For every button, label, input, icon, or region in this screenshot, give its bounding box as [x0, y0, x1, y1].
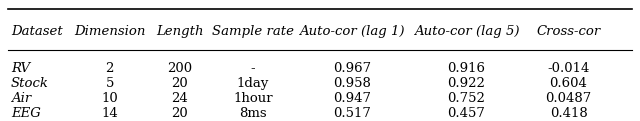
Text: Auto-cor (lag 5): Auto-cor (lag 5): [414, 25, 519, 38]
Text: 1hour: 1hour: [233, 92, 273, 105]
Text: 0.418: 0.418: [550, 107, 588, 120]
Text: 0.916: 0.916: [447, 62, 486, 75]
Text: Stock: Stock: [11, 77, 49, 90]
Text: Length: Length: [156, 25, 204, 38]
Text: 0.517: 0.517: [333, 107, 371, 120]
Text: EEG: EEG: [11, 107, 41, 120]
Text: 0.922: 0.922: [447, 77, 486, 90]
Text: Auto-cor (lag 1): Auto-cor (lag 1): [299, 25, 404, 38]
Text: Sample rate: Sample rate: [212, 25, 294, 38]
Text: 20: 20: [172, 107, 188, 120]
Text: -: -: [251, 62, 255, 75]
Text: 200: 200: [167, 62, 193, 75]
Text: 14: 14: [101, 107, 118, 120]
Text: Dataset: Dataset: [11, 25, 63, 38]
Text: 0.457: 0.457: [447, 107, 486, 120]
Text: 0.967: 0.967: [333, 62, 371, 75]
Text: 24: 24: [172, 92, 188, 105]
Text: 2: 2: [106, 62, 114, 75]
Text: Cross-cor: Cross-cor: [536, 25, 601, 38]
Text: 1day: 1day: [237, 77, 269, 90]
Text: 0.947: 0.947: [333, 92, 371, 105]
Text: 5: 5: [106, 77, 114, 90]
Text: Air: Air: [11, 92, 31, 105]
Text: -0.014: -0.014: [547, 62, 589, 75]
Text: Dimension: Dimension: [74, 25, 145, 38]
Text: 0.0487: 0.0487: [545, 92, 591, 105]
Text: RV: RV: [11, 62, 30, 75]
Text: 10: 10: [101, 92, 118, 105]
Text: 0.604: 0.604: [550, 77, 588, 90]
Text: 8ms: 8ms: [239, 107, 267, 120]
Text: 20: 20: [172, 77, 188, 90]
Text: 0.752: 0.752: [447, 92, 486, 105]
Text: 0.958: 0.958: [333, 77, 371, 90]
